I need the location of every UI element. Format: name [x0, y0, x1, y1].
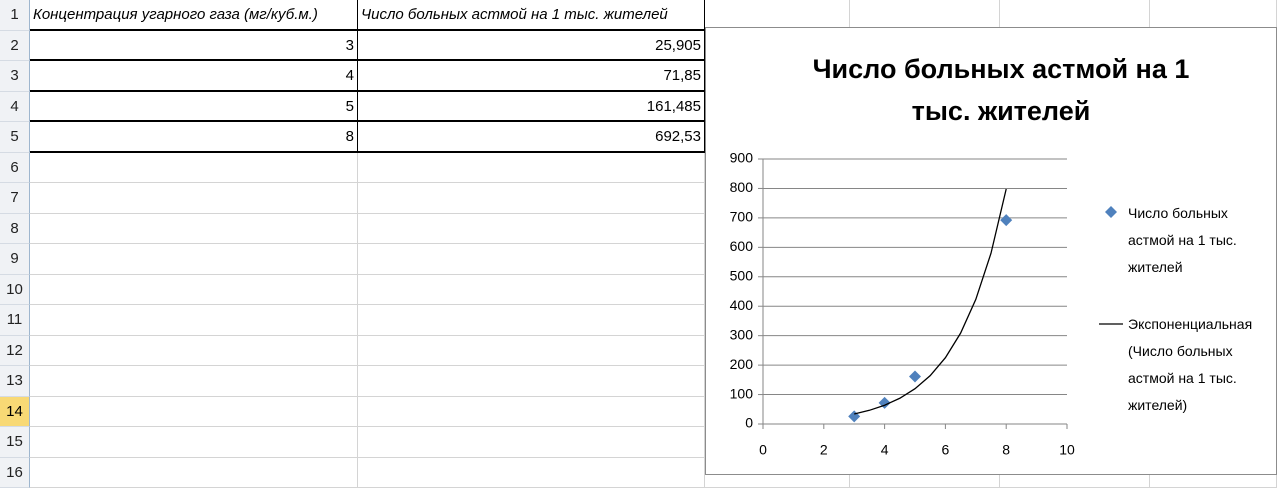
- cell[interactable]: 25,905: [358, 30, 705, 61]
- cell[interactable]: [30, 457, 358, 488]
- cell[interactable]: 5: [30, 91, 358, 122]
- cell[interactable]: [358, 183, 705, 214]
- cell[interactable]: [30, 366, 358, 397]
- row-header[interactable]: 4: [0, 91, 30, 122]
- row-header[interactable]: 3: [0, 61, 30, 92]
- y-tick-label: 900: [730, 150, 754, 166]
- row-header[interactable]: 2: [0, 30, 30, 61]
- x-tick-label: 2: [820, 442, 828, 458]
- cell[interactable]: 4: [30, 61, 358, 92]
- row-header[interactable]: 11: [0, 305, 30, 336]
- cell[interactable]: [1150, 0, 1277, 31]
- y-tick-label: 200: [730, 356, 754, 372]
- cell[interactable]: 8: [30, 122, 358, 153]
- cell[interactable]: [358, 457, 705, 488]
- y-tick-label: 700: [730, 209, 754, 225]
- cell[interactable]: [358, 366, 705, 397]
- row-header[interactable]: 15: [0, 427, 30, 458]
- cell[interactable]: [30, 152, 358, 183]
- x-tick-label: 0: [759, 442, 767, 458]
- cell[interactable]: [30, 427, 358, 458]
- cell[interactable]: [30, 274, 358, 305]
- x-tick-label: 4: [881, 442, 889, 458]
- cell[interactable]: [358, 152, 705, 183]
- marker: [878, 396, 891, 409]
- cell[interactable]: [358, 213, 705, 244]
- cell[interactable]: [850, 0, 1000, 31]
- row-header[interactable]: 1: [0, 0, 30, 31]
- cell[interactable]: [30, 213, 358, 244]
- trendline: [854, 188, 1007, 415]
- y-tick-label: 800: [730, 179, 754, 195]
- cell[interactable]: [30, 305, 358, 336]
- x-tick-label: 8: [1002, 442, 1010, 458]
- row-header[interactable]: 14: [0, 396, 30, 427]
- y-tick-label: 0: [745, 415, 753, 431]
- legend-marker: [1105, 206, 1117, 218]
- cell[interactable]: 161,485: [358, 91, 705, 122]
- row-header[interactable]: 7: [0, 183, 30, 214]
- cell[interactable]: 692,53: [358, 122, 705, 153]
- cell[interactable]: [30, 335, 358, 366]
- chart-title: Число больных астмой на 1 тыс. жителей: [812, 54, 1190, 126]
- cell[interactable]: [358, 427, 705, 458]
- cell[interactable]: 3: [30, 30, 358, 61]
- marker: [848, 410, 861, 423]
- cell[interactable]: Концентрация угарного газа (мг/куб.м.): [30, 0, 358, 31]
- x-tick-label: 6: [942, 442, 950, 458]
- cell[interactable]: [358, 335, 705, 366]
- y-tick-label: 600: [730, 238, 754, 254]
- y-tick-label: 100: [730, 385, 754, 401]
- marker: [909, 370, 921, 383]
- cell[interactable]: [358, 305, 705, 336]
- row-header[interactable]: 16: [0, 457, 30, 488]
- y-tick-label: 400: [730, 297, 754, 313]
- legend-entry: Число больных астмой на 1 тыс. жителей: [1128, 205, 1237, 275]
- cell[interactable]: 71,85: [358, 61, 705, 92]
- x-tick-label: 10: [1059, 442, 1075, 458]
- cell[interactable]: [358, 274, 705, 305]
- y-tick-label: 500: [730, 267, 754, 283]
- cell[interactable]: [30, 396, 358, 427]
- y-tick-label: 300: [730, 326, 754, 342]
- cell[interactable]: [705, 0, 850, 31]
- legend-entry: Экспоненциальная (Число больных астмой н…: [1128, 316, 1253, 413]
- row-header[interactable]: 13: [0, 366, 30, 397]
- cell[interactable]: [358, 396, 705, 427]
- row-header[interactable]: 12: [0, 335, 30, 366]
- row-header[interactable]: 6: [0, 152, 30, 183]
- marker: [1000, 214, 1013, 227]
- cell[interactable]: [30, 244, 358, 275]
- row-header[interactable]: 9: [0, 244, 30, 275]
- cell[interactable]: [358, 244, 705, 275]
- row-header[interactable]: 8: [0, 213, 30, 244]
- cell[interactable]: Число больных астмой на 1 тыс. жителей: [358, 0, 705, 31]
- row-header[interactable]: 5: [0, 122, 30, 153]
- row-header[interactable]: 10: [0, 274, 30, 305]
- cell[interactable]: [1000, 0, 1150, 31]
- plot: 0 100 200 300 400 500 600 700 800 900 0 2 4 6 8 10: [730, 150, 1123, 458]
- cell[interactable]: [30, 183, 358, 214]
- chart: Число больных астмой на 1 тыс. жителей 0…: [705, 27, 1277, 475]
